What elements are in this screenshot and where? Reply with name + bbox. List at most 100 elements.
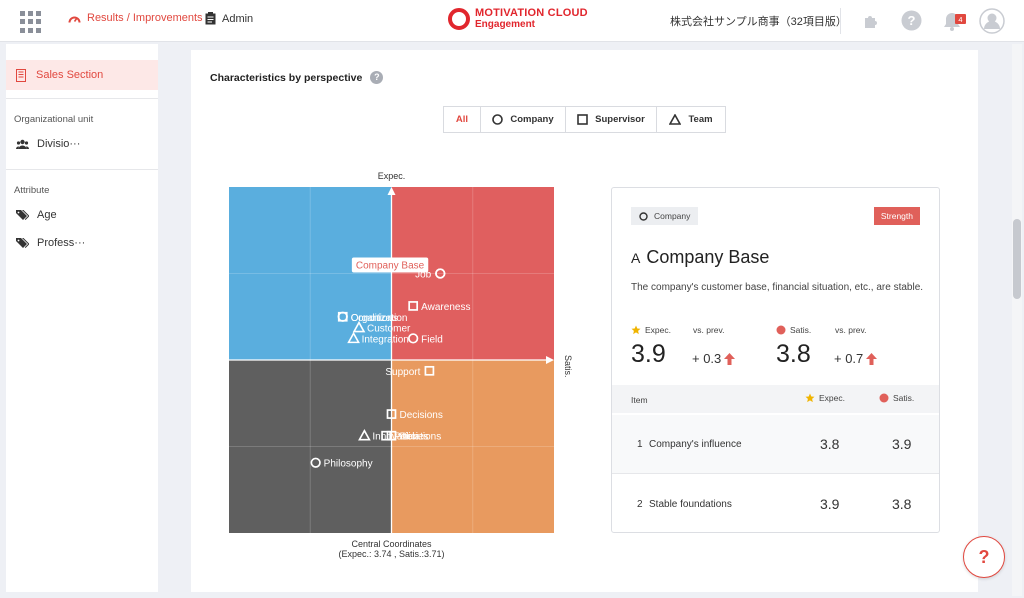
sidebar-item-profession[interactable]: Profess··· [16,237,85,249]
filter-company[interactable]: Company [481,107,566,132]
row-expec: 3.8 [820,436,840,452]
row-name: Stable foundations [649,499,732,510]
filter-supervisor-label: Supervisor [595,114,645,125]
app-grid-icon[interactable] [20,11,42,33]
square-icon [577,114,588,125]
chart-point-awareness [408,301,419,311]
filter-team-label: Team [688,114,713,125]
logo[interactable]: MOTIVATION CLOUD Engagement [448,7,588,31]
perspective-filter: All Company Supervisor Team [443,106,726,133]
col-expec: Expec. [805,393,845,403]
chart-point-integration [347,331,360,344]
tags-icon [16,238,29,248]
chart-label-awareness: Awareness [421,302,470,313]
perspective-quadrant-chart: Expec. Satis. Central Coordinates(Expec.: … [229,171,573,559]
expec-delta-text: + 0.3 [692,351,722,366]
help-circle-icon[interactable]: ? [901,10,922,31]
row-expec: 3.9 [820,496,840,512]
star-icon [805,393,815,403]
org-heading: Organizational unit [14,114,94,125]
expec-value: 3.9 [631,340,666,368]
attribute-heading: Attribute [14,185,50,196]
chart-point-philosophy [310,457,321,468]
row-divider [612,473,939,474]
circle-icon [492,114,504,125]
puzzle-icon[interactable] [861,10,881,30]
chart-point-relations [386,430,397,441]
sidebar-item-age[interactable]: Age [16,209,57,221]
quadrant-bottom-right [391,360,554,533]
help-button[interactable]: ? [963,536,1005,578]
x-axis-label: Satis. [563,355,573,378]
center-coordinates-values: (Expec.: 3.74 , Satis.:3.71) [338,549,444,559]
quadrant-bottom-left [229,360,392,533]
filter-team[interactable]: Team [657,107,725,132]
filter-company-label: Company [510,114,554,125]
main-card: Characteristics by perspective ? All Com… [191,50,978,592]
chart-label-philosophy: Philosophy [324,459,373,470]
filter-supervisor[interactable]: Supervisor [566,107,657,132]
filter-all-label: All [455,114,469,125]
avatar-icon[interactable] [979,8,1005,34]
table-row[interactable]: 1 Company's influence 3.8 3.9 [612,415,939,473]
perspective-tag-label: Company [654,211,691,221]
detail-letter: A [631,250,641,266]
sidebar-section-label: Sales Section [36,69,104,81]
chart-point-innovation [358,429,371,441]
chart-label-relations: Relations [400,432,442,443]
circle-icon [639,211,648,221]
chart-label-field: Field [421,334,443,345]
sidebar-divider [6,98,158,99]
nav-admin[interactable]: Admin [205,12,253,25]
x-axis-arrow [546,356,554,364]
header-divider [840,8,841,34]
row-satis: 3.9 [892,436,912,452]
perspective-tag: Company [631,207,699,225]
table-row[interactable]: 2 Stable foundations 3.9 3.8 [612,475,939,532]
y-axis-label: Expec. [378,171,406,181]
chart-label-policies: Policies [394,432,428,443]
sidebar-item-sales-section[interactable]: Sales Section [6,60,158,90]
tags-icon [16,210,29,220]
col-item: Item [631,395,648,405]
sidebar-item-division[interactable]: Divisio··· [16,138,80,150]
sidebar-age-label: Age [37,209,57,221]
star-icon [631,325,641,335]
chart-label-decisions: Decisions [400,410,443,421]
clipboard-icon [205,12,216,25]
chart-label-company-base: Company Base [356,261,425,272]
row-index: 2 [637,499,643,510]
help-icon[interactable]: ? [370,71,384,84]
chart-point-job [435,268,446,279]
detail-name: Company Base [646,247,770,267]
nav-results-label: Results / Improvements [87,12,203,24]
scrollbar-thumb[interactable] [1013,219,1021,299]
card-title-text: Characteristics by perspective [210,71,363,84]
card-title: Characteristics by perspective ? [210,71,384,84]
vs-prev-label: vs. prev. [693,325,725,335]
nav-results-improvements[interactable]: Results / Improvements [68,12,203,24]
center-coordinates-label: Central Coordinates [351,539,432,549]
svg-text:?: ? [908,13,916,28]
users-icon [16,139,29,149]
sidebar-divider [6,169,158,170]
sidebar-profession-label: Profess··· [37,237,86,249]
chart-label-customer: Customer [367,324,411,335]
bell-icon[interactable]: 4 [941,10,967,32]
detail-description: The company's customer base, financial s… [631,282,924,293]
col-satis-label: Satis. [893,393,915,403]
chart-point-decisions [386,409,397,419]
y-axis-arrow [387,187,396,195]
satis-value: 3.8 [776,340,811,368]
col-satis: Satis. [879,393,914,403]
filter-all[interactable]: All [444,107,481,132]
building-icon [16,68,26,82]
satis-delta: + 0.7 [834,351,878,366]
logo-line1: MOTIVATION CLOUD [475,7,588,19]
chart-point-support [424,365,435,376]
dot-icon [879,393,889,403]
company-name[interactable]: 株式会社サンプル商事（32項目版） [670,16,847,28]
detail-panel: Company Strength A Company Base The compa… [611,187,940,533]
page-scrollbar[interactable] [1012,44,1022,596]
dot-icon [776,325,786,335]
